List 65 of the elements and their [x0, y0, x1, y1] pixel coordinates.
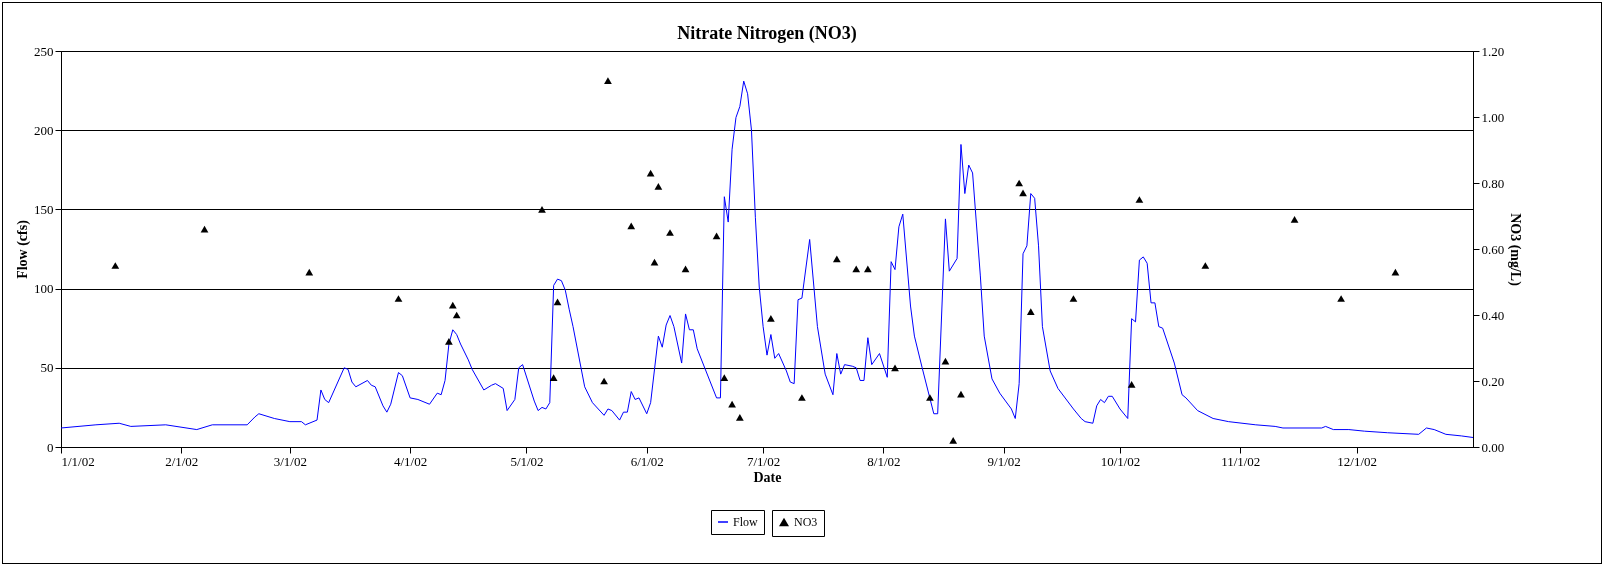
point [863, 265, 872, 273]
x-tick-label: 11/1/02 [1221, 453, 1261, 469]
point [1015, 179, 1024, 187]
y2-tick-label: 0.60 [1481, 241, 1505, 257]
y-tick-label: 200 [34, 122, 54, 138]
point [1201, 262, 1210, 269]
point [650, 258, 659, 266]
point [1290, 215, 1299, 223]
point [394, 295, 403, 302]
x-tick-label: 4/1/02 [394, 453, 428, 469]
point [681, 265, 690, 273]
point [1135, 196, 1144, 203]
point [941, 357, 950, 365]
x-tick-label: 5/1/02 [510, 453, 544, 469]
chart-title: Nitrate Nitrogen (NO3) [677, 23, 857, 44]
point [666, 229, 674, 236]
x-tick-label: 7/1/02 [747, 453, 781, 469]
legend-label: NO3 [794, 515, 818, 529]
point [735, 413, 744, 421]
point [1127, 380, 1136, 388]
point [111, 262, 120, 269]
point [553, 298, 562, 306]
x-tick-label: 2/1/02 [165, 453, 199, 469]
point [1069, 295, 1078, 302]
point [949, 437, 958, 444]
x-tick-label: 6/1/02 [630, 453, 664, 469]
y2-tick-label: 0.80 [1481, 175, 1505, 191]
point [200, 225, 209, 233]
point [445, 338, 453, 345]
point [1026, 308, 1035, 316]
y2-tick-label: 0.40 [1481, 307, 1505, 323]
point [538, 206, 546, 213]
point [926, 394, 934, 401]
point [549, 374, 558, 382]
point [712, 232, 721, 240]
y2-axis-title: NO3 (mg/L) [1507, 213, 1524, 287]
point [604, 77, 612, 85]
y2-tick-label: 0.20 [1481, 373, 1505, 389]
point [832, 255, 841, 263]
point [957, 390, 965, 398]
y-tick-label: 100 [34, 281, 54, 297]
y2-tick-label: 0.00 [1481, 439, 1505, 455]
legend-label: Flow [733, 515, 759, 529]
y2-tick-label: 1.00 [1481, 109, 1505, 125]
x-tick-label: 3/1/02 [273, 453, 307, 469]
y-tick-label: 150 [34, 201, 54, 217]
x-tick-label: 9/1/02 [987, 453, 1021, 469]
x-axis-title: Date [753, 469, 782, 485]
y-tick-label: 50 [40, 360, 54, 376]
point [852, 265, 861, 273]
y-tick-label: 250 [34, 43, 54, 59]
point [720, 374, 729, 382]
x-tick-label: 12/1/02 [1337, 453, 1377, 469]
point [891, 364, 899, 372]
y-tick-label: 0 [47, 439, 54, 455]
point [1019, 189, 1027, 197]
point [798, 394, 806, 401]
point [1337, 295, 1345, 302]
x-tick-label: 10/1/02 [1100, 453, 1141, 469]
point [654, 182, 663, 190]
y2-tick-label: 1.20 [1481, 43, 1505, 59]
x-tick-label: 8/1/02 [867, 453, 901, 469]
x-tick-label: 1/1/02 [61, 453, 95, 469]
y-axis-title: Flow (cfs) [15, 219, 31, 279]
point [767, 314, 775, 322]
